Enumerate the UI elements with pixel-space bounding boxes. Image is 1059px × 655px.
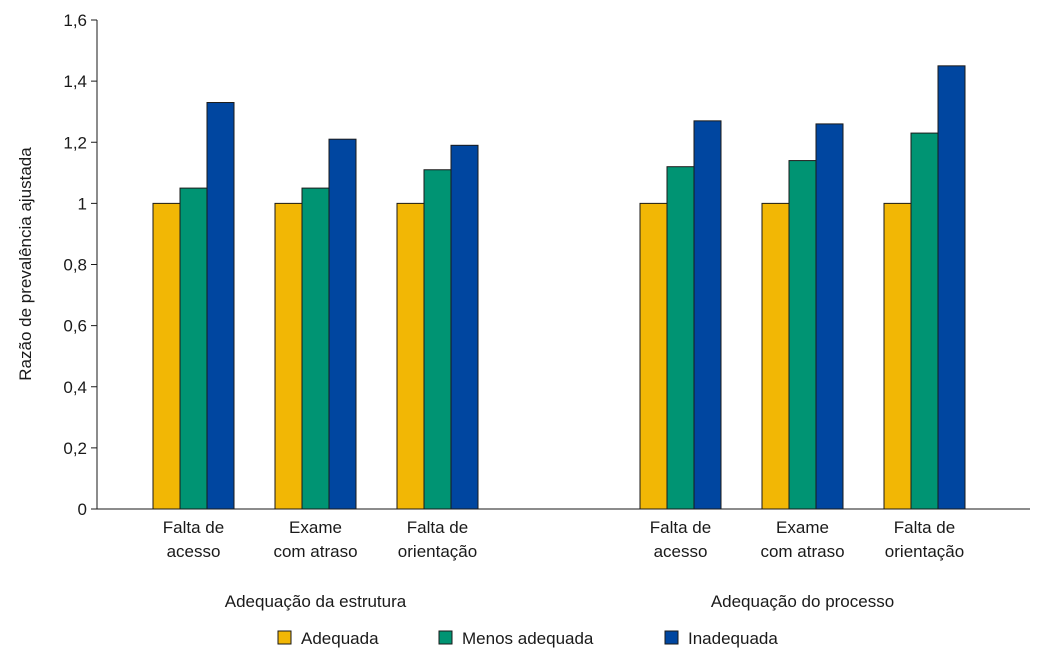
bar-1-1-3	[206, 102, 235, 510]
legend-swatch	[277, 630, 292, 645]
group-label: Adequação do processo	[711, 592, 894, 611]
bar-1-2-1	[274, 202, 303, 510]
category-label: com atraso	[760, 542, 844, 561]
bar-2-1-1	[639, 202, 668, 510]
y-tick-label: 0,6	[63, 317, 87, 336]
bar-1-1-1	[152, 202, 181, 510]
bar-2-1-2	[666, 166, 695, 510]
category-label: Falta de	[407, 518, 468, 537]
bar-2-3-3	[937, 65, 966, 510]
legend-swatch	[438, 630, 453, 645]
category-label: acesso	[654, 542, 708, 561]
category-label: orientação	[398, 542, 477, 561]
y-tick-label: 1	[78, 194, 87, 213]
bar-1-3-1	[396, 202, 425, 510]
y-tick-label: 0,4	[63, 378, 87, 397]
bar-2-3-1	[883, 202, 912, 510]
legend-label: Menos adequada	[462, 629, 594, 648]
bar-2-2-1	[761, 202, 790, 510]
labels-layer: Falta de acesso Exame com atraso Falta de ori…	[163, 518, 964, 611]
y-tick-label: 0	[78, 500, 87, 519]
category-label: Falta de	[650, 518, 711, 537]
bar-1-3-2	[423, 169, 452, 510]
bar-2-2-3	[815, 123, 844, 510]
bar-2-3-2	[910, 132, 939, 510]
bar-1-2-2	[301, 187, 330, 510]
category-label: com atraso	[273, 542, 357, 561]
bar-1-2-3	[328, 138, 357, 510]
legend: Adequada Menos adequada Inadequada	[277, 629, 778, 648]
bars-layer	[152, 65, 966, 510]
group-label: Adequação da estrutura	[225, 592, 407, 611]
y-tick-label: 1,2	[63, 133, 87, 152]
bar-2-1-3	[693, 120, 722, 510]
y-tick-label: 1,6	[63, 11, 87, 30]
y-tick-label: 0,2	[63, 439, 87, 458]
legend-swatch	[664, 630, 679, 645]
category-label: Exame	[289, 518, 342, 537]
category-label: Exame	[776, 518, 829, 537]
y-axis-title: Razão de prevalência ajustada	[16, 147, 35, 381]
y-tick-label: 0,8	[63, 256, 87, 275]
category-label: Falta de	[894, 518, 955, 537]
legend-label: Inadequada	[688, 629, 778, 648]
category-label: acesso	[167, 542, 221, 561]
category-label: Falta de	[163, 518, 224, 537]
axes-layer: 0 0,2 0,4 0,6 0,8 1 1,2 1,4 1,6 Razão de prevalên…	[16, 11, 1030, 519]
bar-1-1-2	[179, 187, 208, 510]
category-label: orientação	[885, 542, 964, 561]
bar-2-2-2	[788, 160, 817, 510]
bar-1-3-3	[450, 144, 479, 510]
legend-label: Adequada	[301, 629, 379, 648]
y-tick-label: 1,4	[63, 72, 87, 91]
